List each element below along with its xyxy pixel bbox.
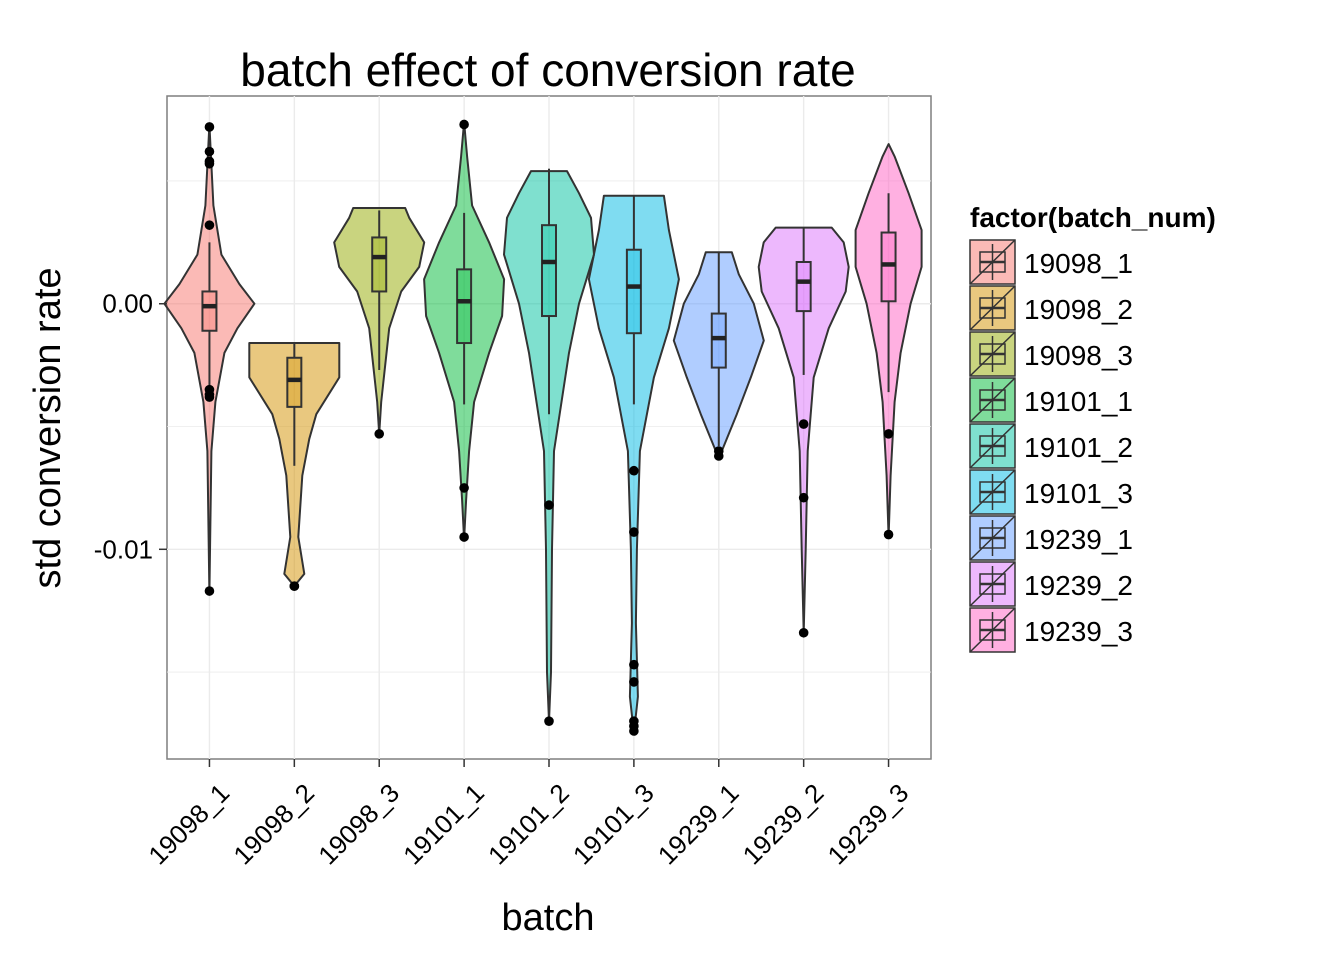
x-tick-label: 19101_2 — [482, 778, 575, 871]
legend-label: 19239_1 — [1024, 524, 1133, 555]
outlier-point — [798, 492, 809, 503]
outlier-point — [204, 220, 215, 230]
outlier-point — [459, 119, 469, 130]
outlier-point — [629, 726, 639, 736]
violin-shape — [757, 226, 850, 634]
legend-label: 19101_3 — [1024, 478, 1133, 509]
legend-label: 19101_2 — [1024, 432, 1133, 463]
outlier-point — [798, 627, 809, 638]
x-tick-label: 19101_1 — [397, 778, 490, 871]
outlier-point — [204, 146, 215, 157]
x-tick-label: 19101_3 — [567, 778, 660, 871]
violin-group-19098_3 — [333, 207, 426, 439]
legend-label: 19239_2 — [1024, 570, 1133, 601]
box — [625, 248, 642, 335]
outlier-point — [629, 465, 639, 476]
outlier-point — [374, 429, 385, 439]
outlier-point — [629, 677, 639, 687]
box — [795, 260, 812, 313]
x-tick-label: 19098_1 — [142, 778, 235, 871]
y-axis: 0.00 -0.01 — [94, 289, 167, 564]
x-tick-label: 19239_3 — [822, 778, 915, 871]
legend-item-19101_3: 19101_3 — [969, 469, 1133, 515]
legend-label: 19239_3 — [1024, 616, 1133, 647]
box — [880, 231, 897, 303]
outlier-point — [204, 158, 215, 169]
x-tick-label: 19098_3 — [312, 778, 405, 871]
outlier-point — [798, 419, 809, 429]
x-tick-label: 19098_2 — [227, 778, 320, 871]
outlier-point — [883, 429, 894, 439]
legend-item-19239_1: 19239_1 — [969, 515, 1133, 561]
legend-label: 19098_2 — [1024, 294, 1133, 325]
outlier-point — [204, 392, 215, 402]
outlier-point — [459, 532, 469, 542]
outlier-point — [544, 500, 554, 510]
box — [541, 224, 557, 318]
legend-item-19239_2: 19239_2 — [969, 561, 1133, 607]
y-axis-title: std conversion rate — [27, 267, 69, 588]
violin-group-19101_1 — [423, 119, 506, 542]
box — [371, 236, 388, 293]
violin-group-19098_2 — [248, 342, 341, 591]
legend-item-19098_1: 19098_1 — [969, 239, 1133, 285]
legend-title: factor(batch_num) — [970, 202, 1216, 233]
outlier-point — [883, 529, 894, 540]
violin-group-19239_1 — [672, 251, 765, 461]
violin-group-19098_1 — [163, 122, 256, 596]
box — [201, 290, 218, 332]
legend: factor(batch_num) 19098_1 19098_2 19098_3 1… — [969, 202, 1216, 653]
outlier-point — [289, 581, 300, 591]
violin-layer — [163, 119, 923, 736]
outlier-point — [204, 586, 215, 596]
legend-item-19098_3: 19098_3 — [969, 331, 1133, 377]
outlier-point — [629, 527, 639, 537]
violin-group-19239_3 — [854, 143, 923, 540]
violin-group-19239_2 — [757, 226, 850, 638]
x-axis: 19098_119098_219098_319101_119101_219101… — [142, 759, 914, 870]
legend-item-19239_3: 19239_3 — [969, 607, 1133, 653]
outlier-point — [629, 659, 639, 670]
box — [286, 356, 303, 408]
box — [710, 312, 727, 369]
x-tick-label: 19239_2 — [737, 778, 830, 871]
legend-label: 19101_1 — [1024, 386, 1133, 417]
y-tick-label: -0.01 — [94, 534, 153, 564]
x-tick-label: 19239_1 — [652, 778, 745, 871]
x-axis-title: batch — [502, 897, 595, 939]
violin-group-19101_3 — [587, 194, 680, 736]
violin-group-19101_2 — [503, 168, 595, 726]
box — [456, 268, 473, 345]
legend-item-19101_2: 19101_2 — [969, 423, 1133, 469]
chart-title: batch effect of conversion rate — [240, 44, 855, 96]
outlier-point — [713, 451, 724, 461]
legend-label: 19098_1 — [1024, 248, 1133, 279]
outlier-point — [459, 483, 469, 493]
outlier-point — [544, 716, 554, 726]
legend-label: 19098_3 — [1024, 340, 1133, 371]
legend-item-19101_1: 19101_1 — [969, 377, 1133, 423]
legend-item-19098_2: 19098_2 — [969, 285, 1133, 331]
y-tick-label: 0.00 — [102, 289, 153, 319]
outlier-point — [204, 122, 215, 132]
